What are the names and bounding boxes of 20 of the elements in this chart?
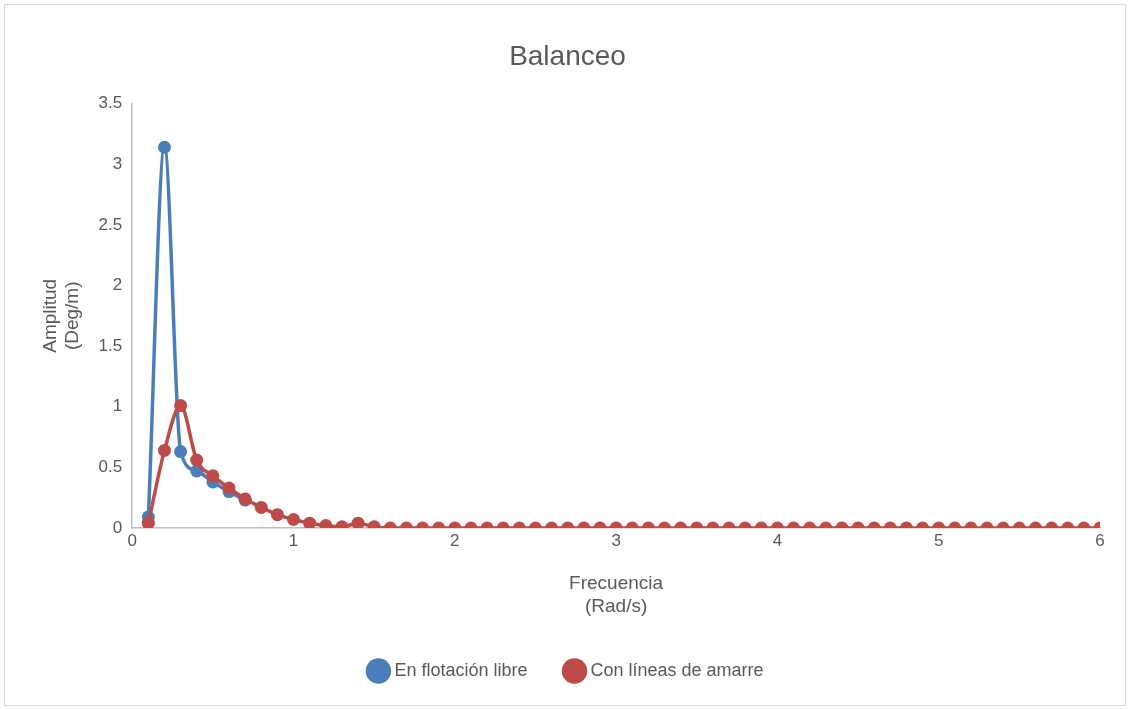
y-tick-label: 2.5 [98,214,123,234]
legend-label: En flotación libre [394,659,528,680]
y-tick-label: 0 [112,517,123,537]
chart-title: Balanceo [509,39,626,71]
x-tick-label: 6 [1095,530,1105,550]
x-tick-label: 3 [611,530,621,550]
y-axis-title: Amplitud (Deg/m) [38,278,83,353]
legend-label: Con líneas de amarre [590,659,764,680]
y-tick-label: 0.5 [98,457,123,477]
x-axis-title: Frecuencia (Rad/s) [569,572,664,616]
x-tick-label: 5 [933,530,944,550]
x-tick-label: 4 [772,530,783,550]
y-tick-label: 3.5 [98,93,123,113]
y-tick-label: 1.5 [98,335,123,355]
x-tick-label: 2 [450,530,460,550]
x-tick-label: 1 [288,530,299,550]
y-tick-label: 1 [112,396,123,416]
y-tick-label: 3 [112,153,123,173]
x-tick-label: 0 [127,530,137,550]
y-tick-label: 2 [112,275,123,295]
